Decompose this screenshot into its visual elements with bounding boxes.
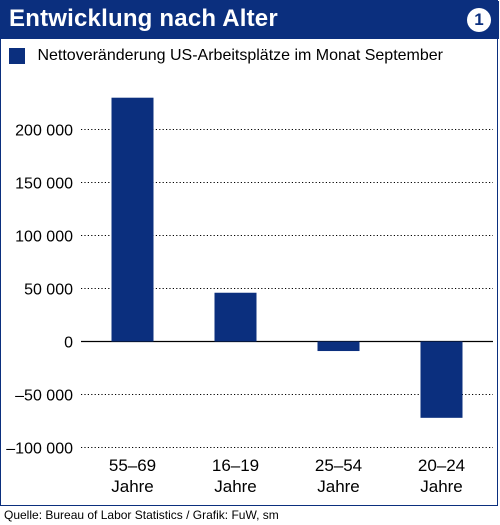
x-tick-label: 25–54 xyxy=(315,456,362,475)
y-tick-label: 150 000 xyxy=(15,176,73,193)
chart-frame: Entwicklung nach Alter 1 Nettoveränderun… xyxy=(0,0,499,506)
x-tick-label: Jahre xyxy=(420,477,463,496)
bar xyxy=(214,292,257,342)
chart-number-badge: 1 xyxy=(467,8,491,32)
x-tick-label: 16–19 xyxy=(212,456,259,475)
bar xyxy=(111,97,154,342)
x-tick-label: Jahre xyxy=(317,477,360,496)
legend-swatch xyxy=(9,48,25,64)
chart-header: Entwicklung nach Alter 1 xyxy=(1,1,499,39)
y-tick-label: 0 xyxy=(64,335,73,352)
bar-chart: 200 000 150 000 100 000 50 000 0 –50 000 –100 … xyxy=(6,97,493,496)
source-note: Quelle: Bureau of Labor Statistics / Gra… xyxy=(4,508,279,522)
x-tick-label: 20–24 xyxy=(418,456,465,475)
x-tick-label: Jahre xyxy=(214,477,257,496)
bar xyxy=(317,341,360,352)
chart-title: Entwicklung nach Alter xyxy=(9,5,278,32)
bar xyxy=(420,341,463,418)
legend-label: Nettoveränderung US-Arbeitsplätze im Mon… xyxy=(37,47,443,64)
x-tick-label: 55–69 xyxy=(109,456,156,475)
chart-legend: Nettoveränderung US-Arbeitsplätze im Mon… xyxy=(9,47,443,67)
y-tick-label: 200 000 xyxy=(15,123,73,140)
y-tick-label: –100 000 xyxy=(6,441,73,458)
y-tick-label: –50 000 xyxy=(15,388,73,405)
y-tick-label: 50 000 xyxy=(24,282,73,299)
y-tick-label: 100 000 xyxy=(15,229,73,246)
x-tick-label: Jahre xyxy=(111,477,154,496)
